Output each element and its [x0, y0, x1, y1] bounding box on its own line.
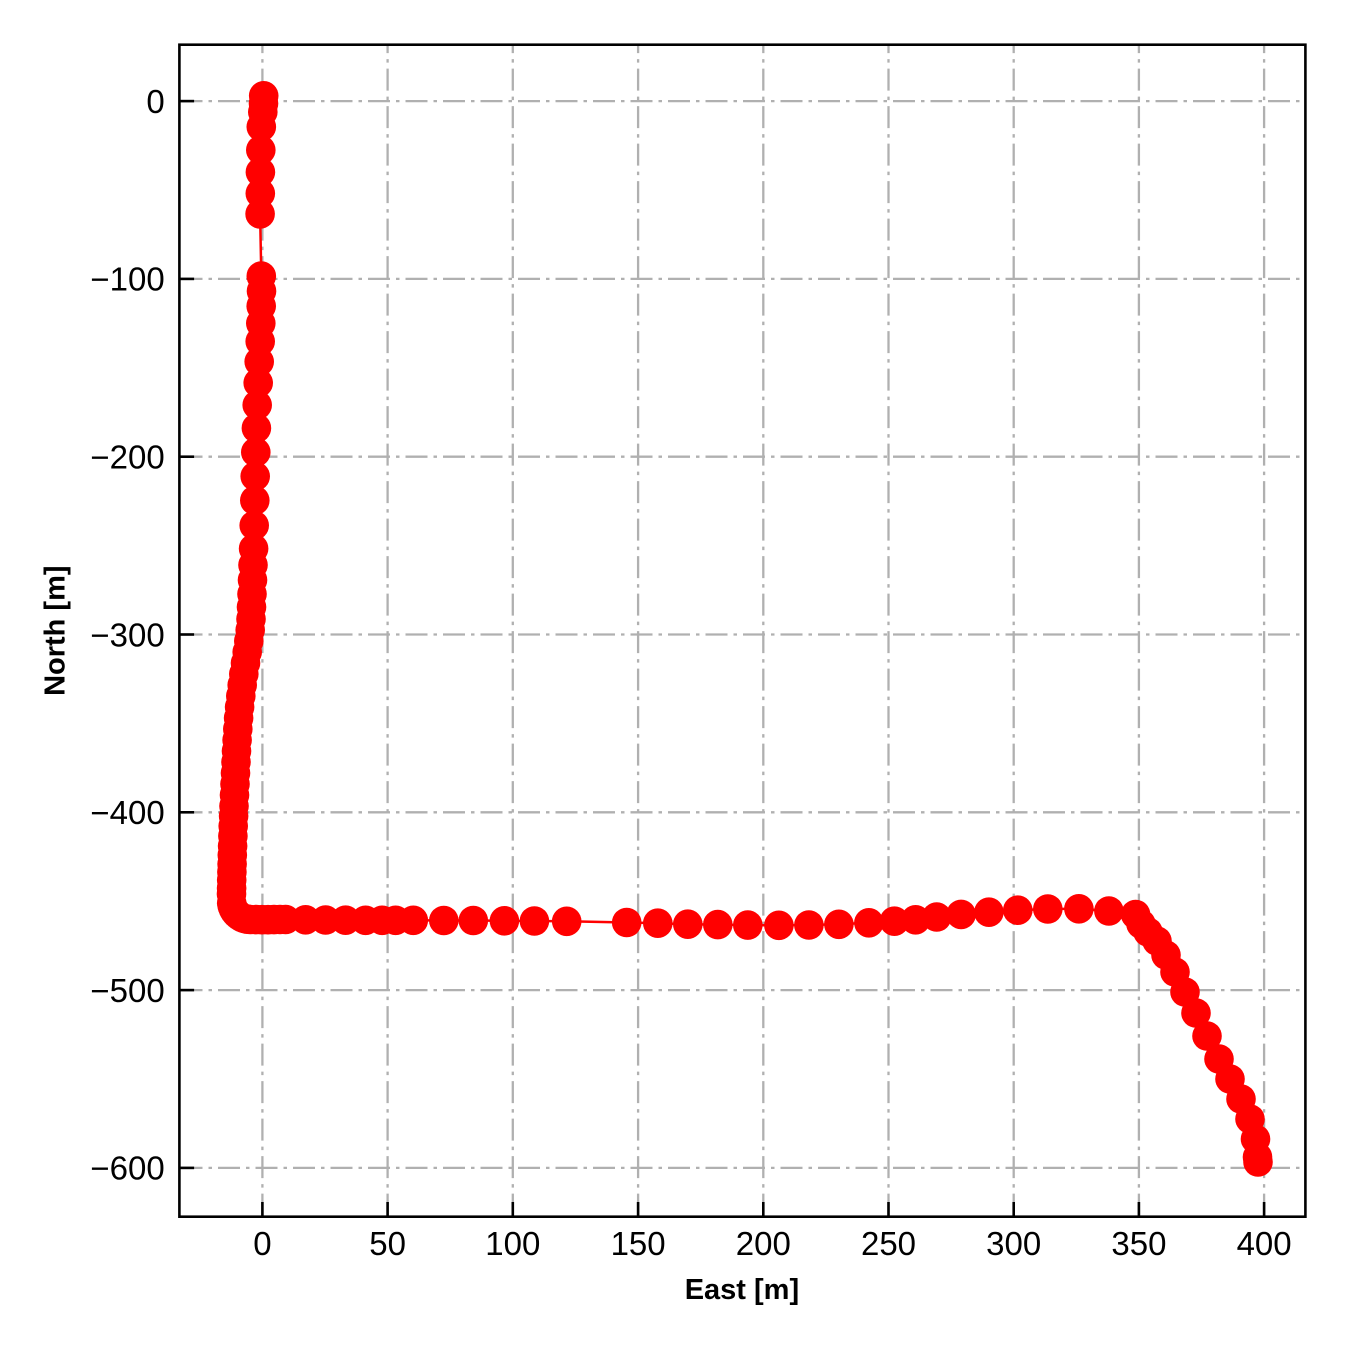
- svg-text:North [m]: North [m]: [40, 565, 72, 695]
- svg-text:150: 150: [611, 1225, 666, 1262]
- svg-text:−300: −300: [90, 616, 164, 653]
- svg-text:250: 250: [861, 1225, 916, 1262]
- svg-text:−500: −500: [90, 972, 164, 1009]
- svg-text:100: 100: [485, 1225, 540, 1262]
- svg-text:−200: −200: [90, 439, 164, 476]
- svg-text:East [m]: East [m]: [685, 1274, 799, 1306]
- svg-text:50: 50: [369, 1225, 406, 1262]
- svg-text:0: 0: [253, 1225, 271, 1262]
- svg-text:400: 400: [1237, 1225, 1292, 1262]
- svg-text:−400: −400: [90, 794, 164, 831]
- svg-text:0: 0: [146, 83, 164, 120]
- svg-text:200: 200: [736, 1225, 791, 1262]
- svg-text:300: 300: [986, 1225, 1041, 1262]
- svg-text:−600: −600: [90, 1150, 164, 1187]
- svg-text:350: 350: [1111, 1225, 1166, 1262]
- svg-text:−100: −100: [90, 261, 164, 298]
